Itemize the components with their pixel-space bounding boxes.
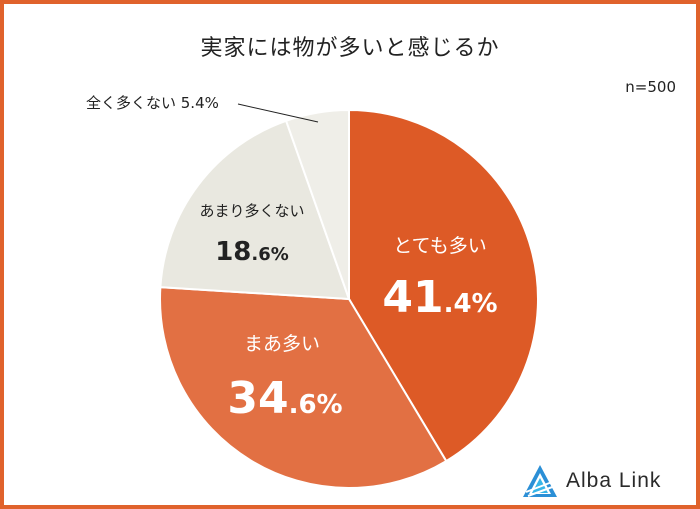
pie-slice-0 [348,108,539,463]
alba-link-logo: Alba Link [522,462,661,500]
chart-title: 実家には物が多いと感じるか [200,36,500,61]
logo-text: Alba Link [566,469,662,492]
pie-slice-2 [159,119,351,301]
slice-value-1-dec: .6% [289,390,343,420]
slice-value-0-dec: .4% [444,289,498,319]
logo-mark-icon [523,465,557,497]
slice-value-2: 18.6% [215,237,289,267]
slice-value-0-int: 41 [382,272,443,323]
outside-label-small-slice: 全く多くない 5.4% [86,94,219,112]
slice-value-2-int: 18 [215,237,251,267]
slice-label-0: とても多い [393,235,486,257]
pie-slice-1 [159,286,448,489]
leader-line [237,103,319,123]
slice-value-1-int: 34 [227,373,288,424]
slice-label-1: まあ多い [244,333,320,355]
slice-value-1: 34.6% [227,373,342,424]
slice-label-2: あまり多くない [199,202,304,220]
pie-slice-3 [284,108,350,300]
slice-value-2-dec: .6% [251,244,288,265]
slice-value-0: 41.4% [382,272,497,323]
sample-size-label: n=500 [625,78,676,96]
